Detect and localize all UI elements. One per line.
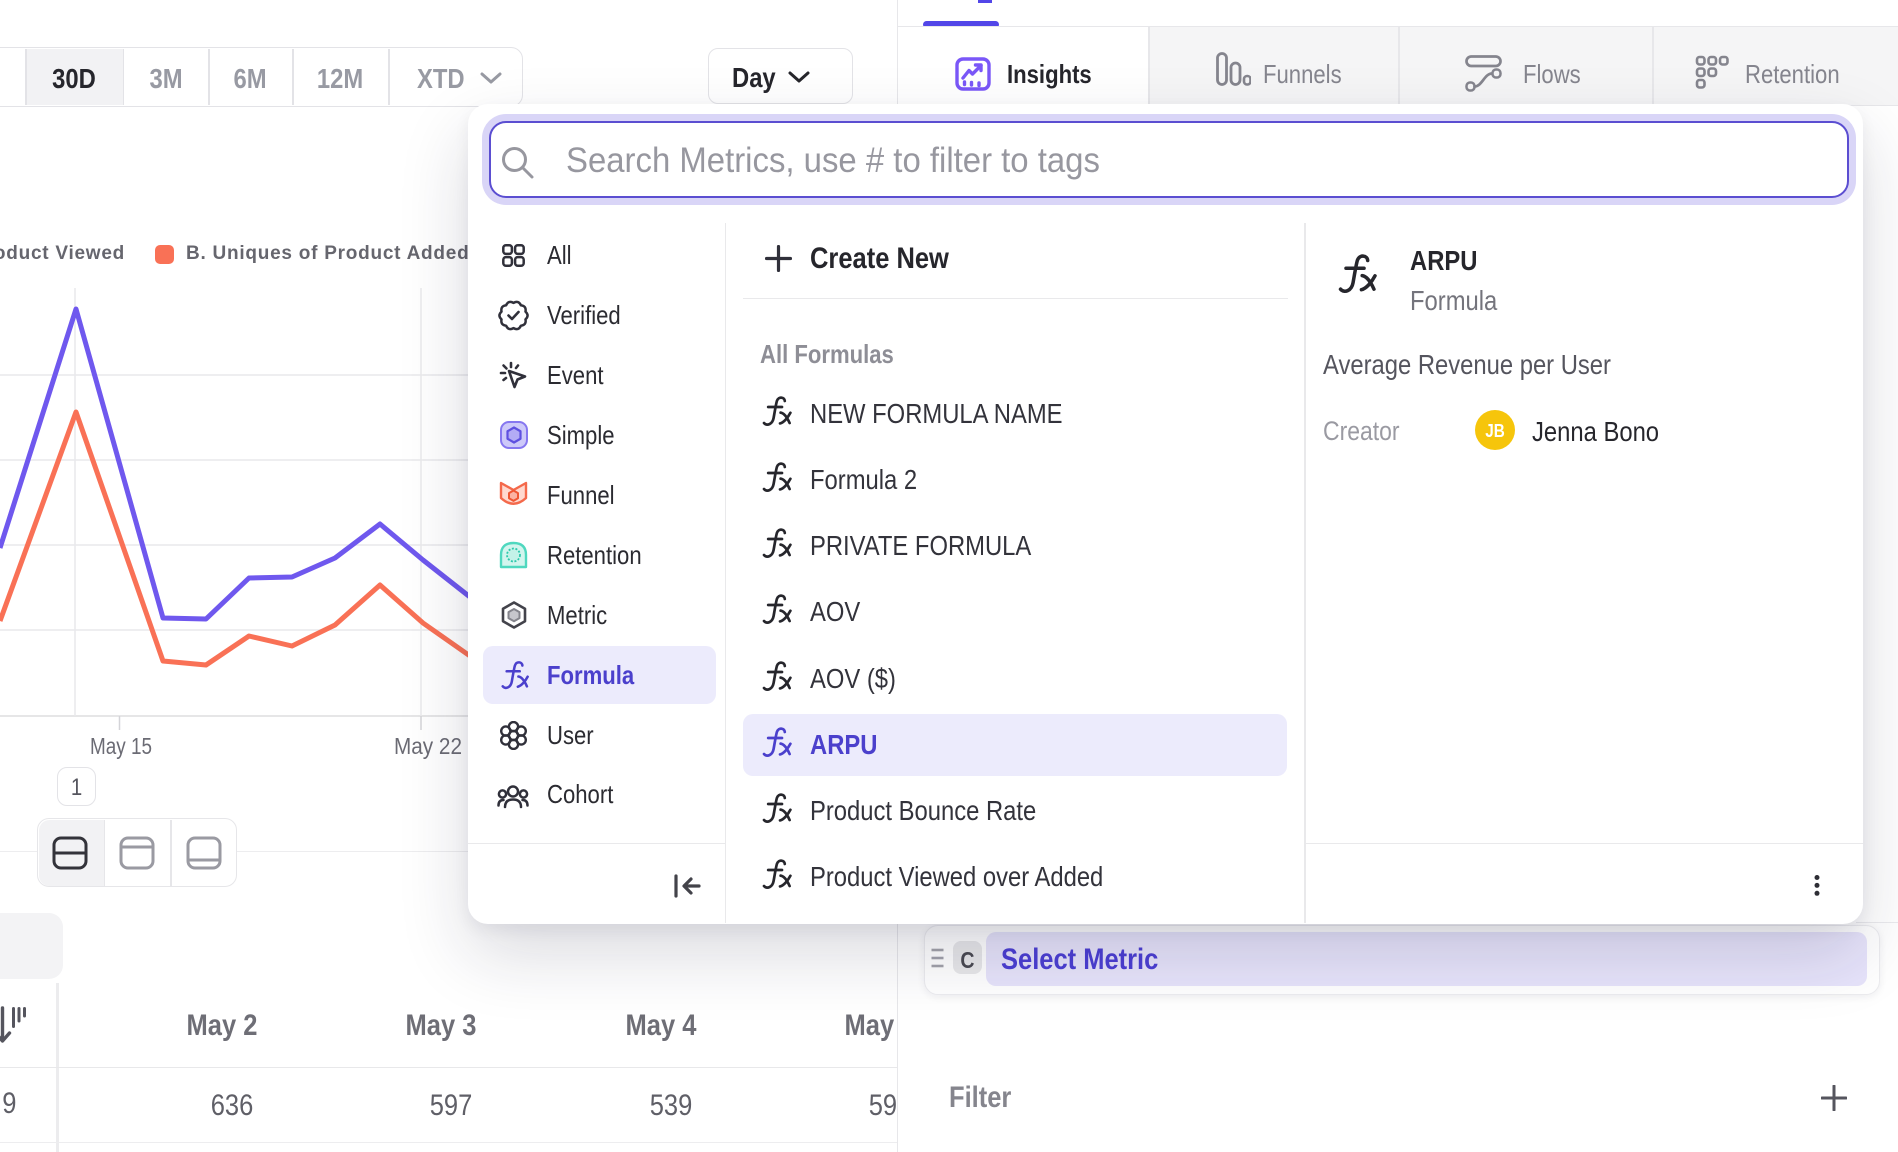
svg-text:May 22: May 22	[394, 733, 462, 759]
svg-text:May 15: May 15	[90, 733, 152, 759]
